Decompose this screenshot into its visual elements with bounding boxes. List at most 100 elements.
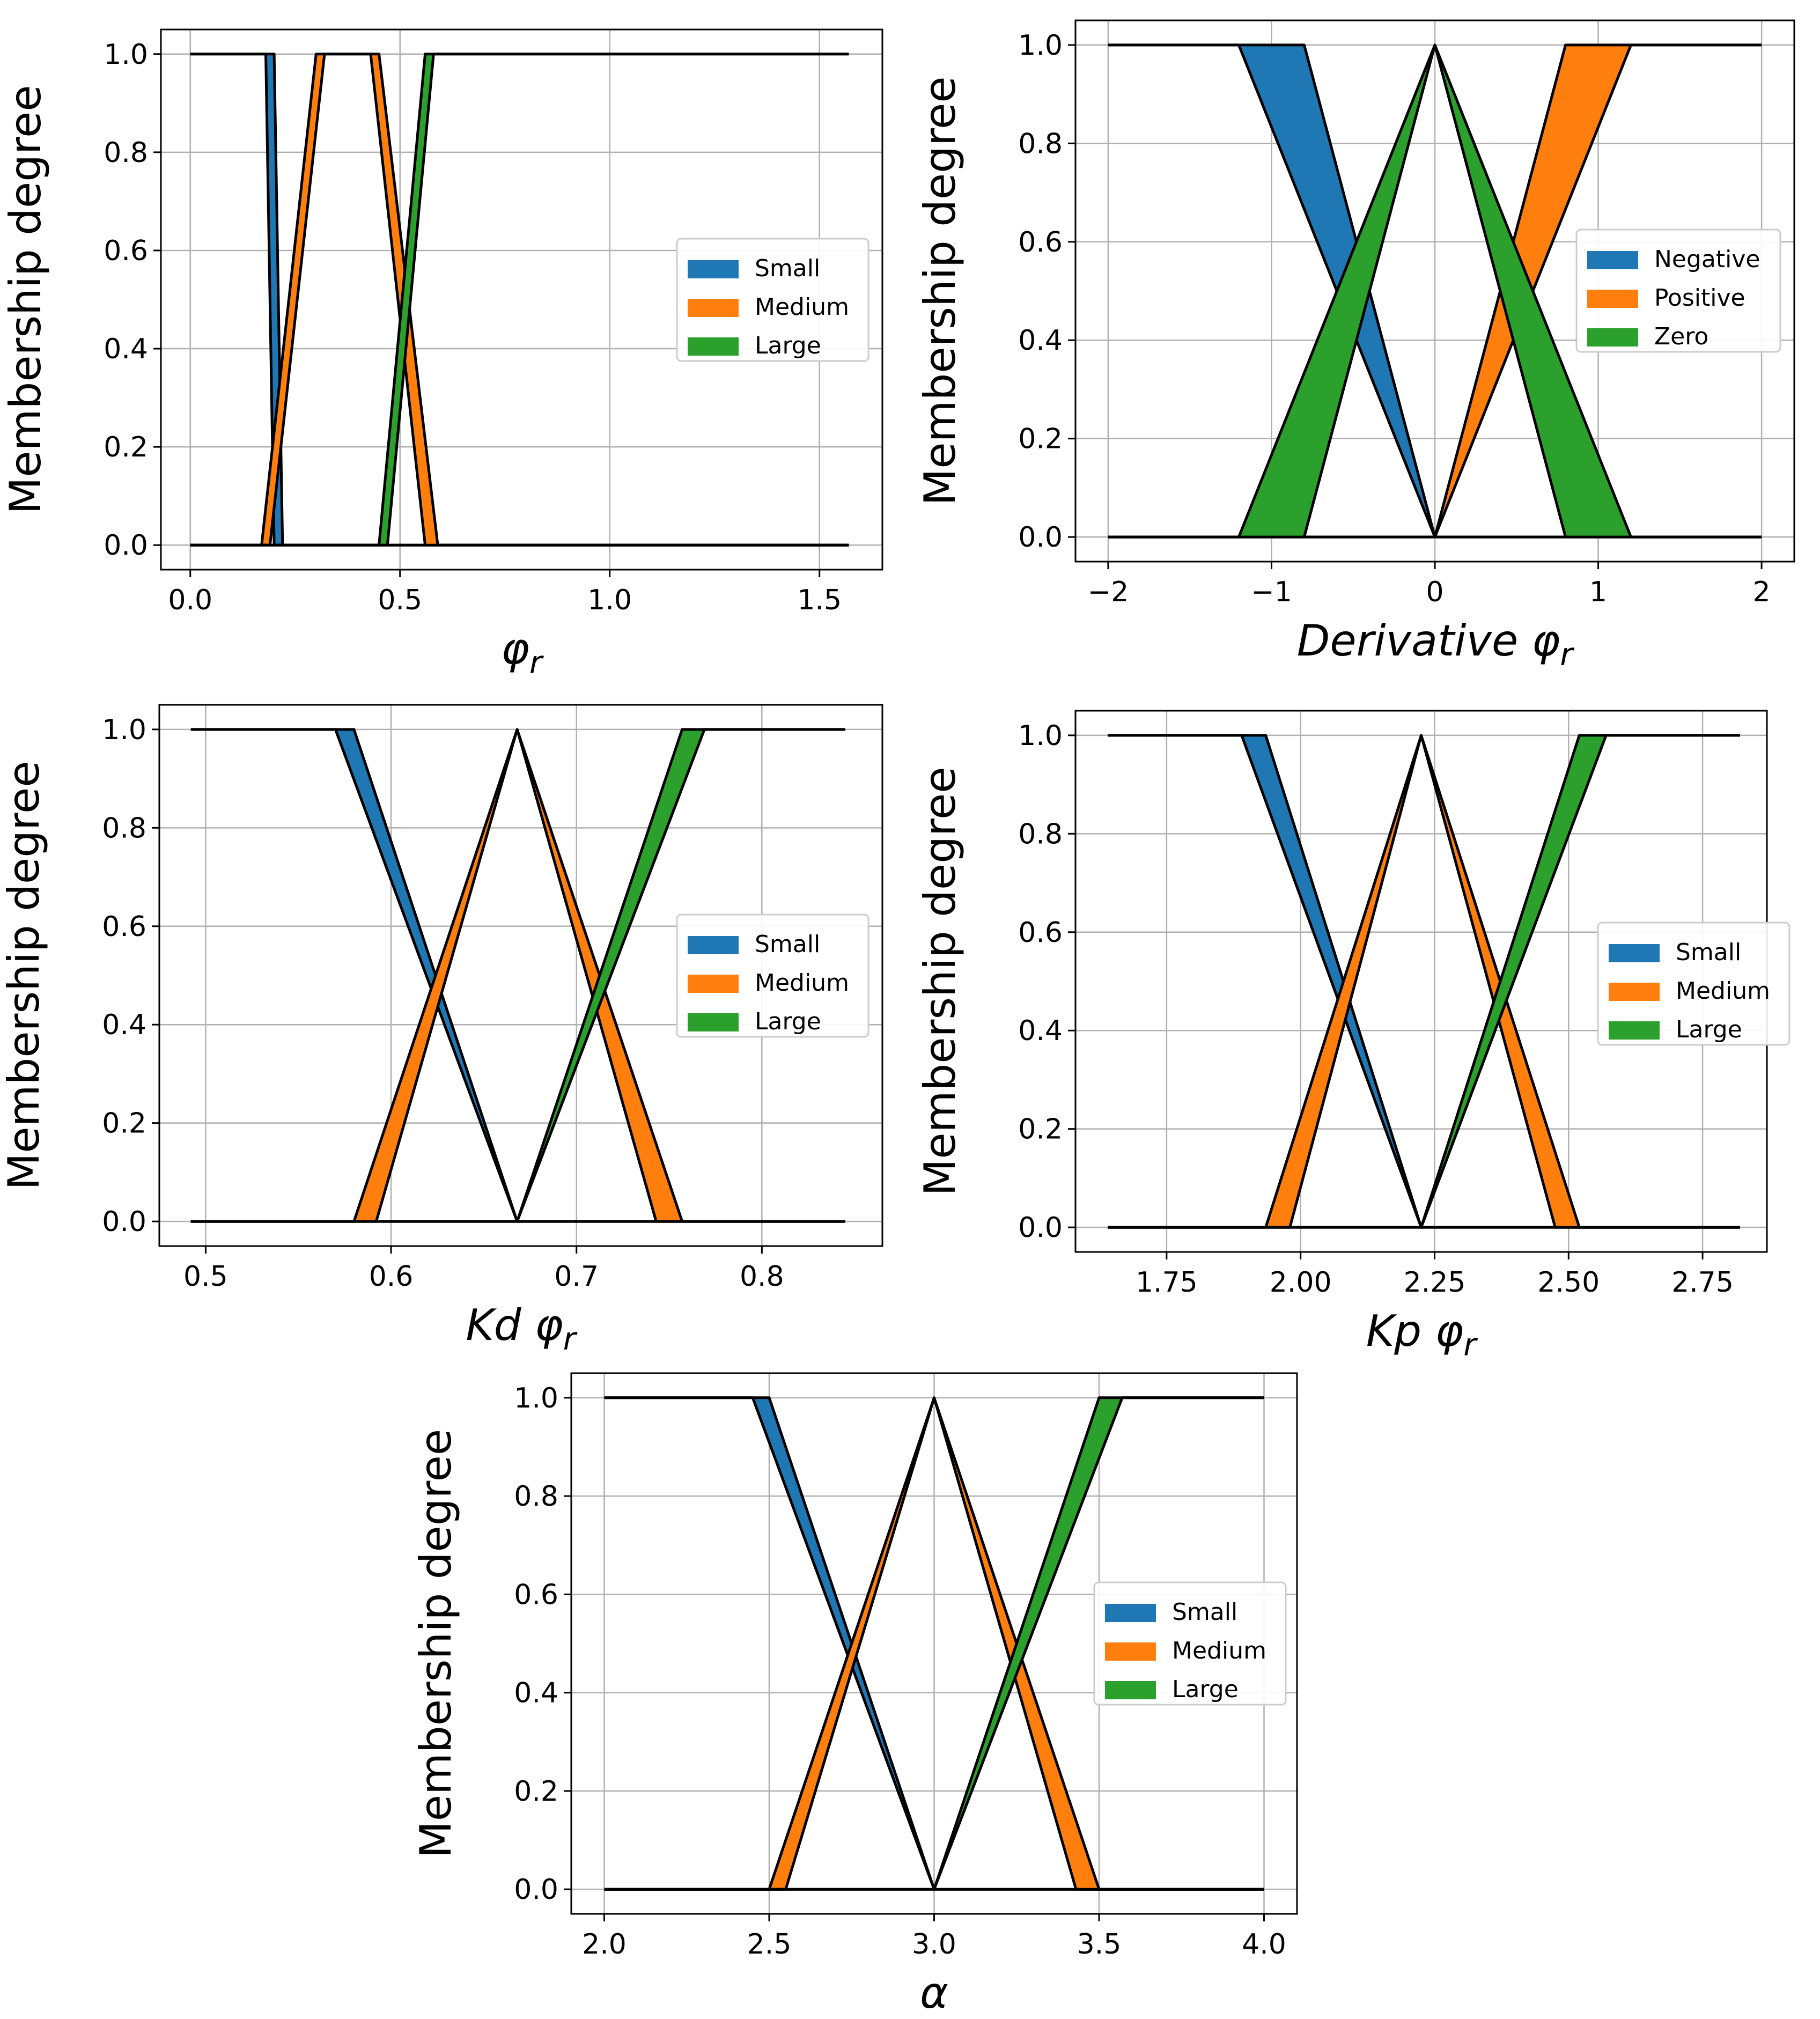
x-tick-label: 4.0 bbox=[1242, 1928, 1286, 1961]
y-tick-label: 0.6 bbox=[1018, 917, 1063, 949]
legend: Small Medium Large bbox=[1093, 1581, 1287, 1706]
legend-label-zero: Zero bbox=[1654, 323, 1708, 350]
legend-swatch-medium bbox=[688, 975, 739, 993]
y-tick-label: 0.0 bbox=[104, 529, 148, 562]
y-tick-label: 0.0 bbox=[102, 1206, 146, 1238]
y-tick-label: 0.6 bbox=[102, 911, 146, 943]
legend-swatch-positive bbox=[1587, 290, 1638, 308]
y-axis-label: Membership degree bbox=[915, 767, 965, 1196]
x-tick-label: 1.75 bbox=[1136, 1266, 1198, 1299]
legend-label-large: Large bbox=[1172, 1676, 1239, 1703]
legend-label-large: Large bbox=[755, 1008, 821, 1035]
legend-swatch-large bbox=[1105, 1681, 1156, 1699]
x-axis-label: Kp φr bbox=[1366, 1306, 1478, 1363]
legend-swatch-large bbox=[688, 1013, 739, 1031]
legend-swatch-zero bbox=[1587, 328, 1638, 347]
y-tick-label: 0.2 bbox=[1018, 423, 1063, 455]
x-tick-label: 3.0 bbox=[912, 1928, 956, 1961]
legend: Negative Positive Zero bbox=[1575, 229, 1781, 353]
x-tick-label: 0.5 bbox=[183, 1261, 228, 1293]
plot-frame bbox=[160, 28, 883, 571]
legend-label-small: Small bbox=[1676, 939, 1741, 966]
y-tick-label: 0.0 bbox=[514, 1874, 558, 1906]
y-axis-label: Membership degree bbox=[411, 1429, 461, 1858]
x-tick-label: 0.8 bbox=[740, 1261, 784, 1293]
y-tick-label: 0.2 bbox=[514, 1775, 558, 1808]
legend-swatch-small bbox=[1609, 944, 1660, 962]
legend-swatch-large bbox=[1609, 1021, 1660, 1040]
chart-panel-phi: 0.0 0.5 1.0 1.5 0.0 0.2 0.4 0.6 0.8 1.0 φr Membersh… bbox=[1, 28, 883, 681]
y-tick-label: 0.6 bbox=[514, 1579, 558, 1611]
legend-swatch-small bbox=[1105, 1604, 1156, 1622]
legend-swatch-small bbox=[688, 260, 739, 278]
y-tick-label: 0.8 bbox=[102, 812, 146, 844]
legend-label-small: Small bbox=[755, 931, 820, 958]
legend-label-small: Small bbox=[755, 255, 820, 282]
y-tick-label: 1.0 bbox=[514, 1382, 558, 1414]
y-tick-label: 1.0 bbox=[1018, 30, 1063, 62]
x-tick-label: 0.6 bbox=[369, 1261, 414, 1293]
y-tick-label: 0.4 bbox=[514, 1677, 558, 1709]
y-tick-label: 0.4 bbox=[1018, 1015, 1063, 1047]
x-tick-label: 1.0 bbox=[587, 584, 632, 616]
y-tick-label: 0.8 bbox=[514, 1480, 558, 1513]
y-tick-label: 0.6 bbox=[104, 235, 148, 267]
legend-swatch-negative bbox=[1587, 251, 1638, 269]
x-axis-label: Kd φr bbox=[466, 1300, 577, 1357]
legend-label-medium: Medium bbox=[755, 293, 849, 321]
y-tick-label: 0.8 bbox=[1018, 128, 1063, 160]
legend: Small Medium Large bbox=[676, 238, 870, 362]
chart-panel-dphi: −2 −1 0 1 2 0.0 0.2 0.4 0.6 0.8 1.0 Derivative φr Me… bbox=[915, 19, 1795, 673]
legend-swatch-medium bbox=[688, 299, 739, 317]
lower-membership-line-large bbox=[190, 53, 849, 547]
legend-label-medium: Medium bbox=[755, 969, 849, 997]
legend-swatch-large bbox=[688, 337, 739, 356]
legend: Small Medium Large bbox=[1597, 922, 1790, 1046]
y-tick-label: 0.0 bbox=[1018, 521, 1063, 554]
x-axis-label: φr bbox=[501, 624, 544, 681]
x-axis-label: Derivative φr bbox=[1297, 616, 1575, 673]
y-tick-label: 0.4 bbox=[1018, 325, 1063, 357]
legend-swatch-medium bbox=[1609, 983, 1660, 1001]
plot-frame bbox=[158, 704, 883, 1247]
legend-label-medium: Medium bbox=[1676, 977, 1770, 1005]
legend: Small Medium Large bbox=[676, 913, 870, 1038]
chart-panel-kp: 1.75 2.00 2.25 2.50 2.75 0.0 0.2 0.4 0.6 0.8 1.0 Kp… bbox=[915, 710, 1790, 1363]
lower-membership-line-zero bbox=[1108, 43, 1762, 539]
legend-swatch-small bbox=[688, 936, 739, 954]
y-tick-label: 1.0 bbox=[1018, 720, 1063, 752]
chart-panel-alpha: 2.0 2.5 3.0 3.5 4.0 0.0 0.2 0.4 0.6 0.8 1.0 α Member… bbox=[411, 1372, 1298, 2018]
y-axis-label: Membership degree bbox=[0, 761, 49, 1190]
x-tick-label: −1 bbox=[1251, 576, 1292, 608]
y-tick-label: 0.2 bbox=[1018, 1114, 1063, 1146]
legend-label-small: Small bbox=[1172, 1598, 1237, 1626]
x-tick-label: 2.50 bbox=[1537, 1266, 1600, 1299]
legend-label-large: Large bbox=[755, 332, 821, 359]
y-tick-label: 1.0 bbox=[104, 39, 148, 71]
y-tick-label: 0.2 bbox=[104, 431, 148, 463]
x-tick-label: 2.00 bbox=[1270, 1266, 1332, 1299]
y-tick-label: 0.0 bbox=[1018, 1212, 1063, 1244]
x-tick-label: 2 bbox=[1753, 576, 1771, 608]
y-tick-label: 0.4 bbox=[102, 1009, 146, 1041]
y-axis-label: Membership degree bbox=[1, 85, 50, 514]
x-tick-label: 2.75 bbox=[1671, 1266, 1734, 1299]
legend-label-medium: Medium bbox=[1172, 1637, 1266, 1664]
legend-label-negative: Negative bbox=[1654, 246, 1760, 273]
y-tick-label: 0.8 bbox=[1018, 818, 1063, 850]
x-tick-label: 0.5 bbox=[378, 584, 422, 616]
y-tick-label: 0.8 bbox=[104, 137, 148, 169]
chart-panel-kd: 0.5 0.6 0.7 0.8 0.0 0.2 0.4 0.6 0.8 1.0 Kd φr Membe… bbox=[0, 704, 883, 1357]
x-tick-label: 3.5 bbox=[1077, 1928, 1122, 1961]
y-tick-label: 0.2 bbox=[102, 1108, 146, 1140]
legend-label-positive: Positive bbox=[1654, 284, 1745, 312]
y-tick-label: 0.6 bbox=[1018, 226, 1063, 259]
y-tick-label: 0.4 bbox=[104, 333, 148, 365]
x-tick-label: 1 bbox=[1589, 576, 1607, 608]
x-tick-label: 2.5 bbox=[747, 1928, 792, 1961]
x-axis-label: α bbox=[920, 1968, 948, 2018]
x-tick-label: 2.25 bbox=[1404, 1266, 1466, 1299]
x-tick-label: 0 bbox=[1426, 576, 1443, 608]
legend-swatch-medium bbox=[1105, 1642, 1156, 1661]
